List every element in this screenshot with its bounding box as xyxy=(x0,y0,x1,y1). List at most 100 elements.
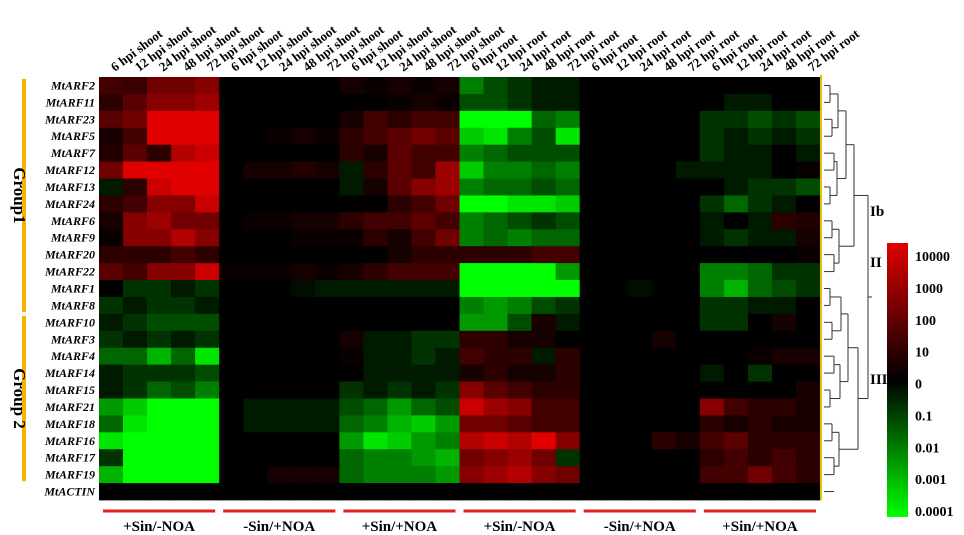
heatmap-cell xyxy=(579,195,605,213)
heatmap-cell xyxy=(147,296,172,315)
heatmap-cell xyxy=(747,381,773,399)
heatmap-cell xyxy=(603,466,629,484)
heatmap-cell xyxy=(459,330,484,349)
heatmap-cell xyxy=(771,110,797,129)
heatmap-cell xyxy=(699,415,725,433)
heatmap-cell xyxy=(627,415,653,433)
heatmap-cell xyxy=(507,313,532,332)
heatmap-cell xyxy=(747,398,773,416)
heatmap-cell xyxy=(771,347,797,366)
heatmap-cell xyxy=(363,263,388,281)
heatmap-cell xyxy=(795,483,821,501)
heatmap-cell xyxy=(603,178,629,196)
heatmap-cell xyxy=(291,195,316,213)
heatmap-cell xyxy=(579,178,605,196)
heatmap-cell xyxy=(651,195,677,213)
heatmap-cell xyxy=(267,110,292,129)
heatmap-cell xyxy=(627,110,653,129)
heatmap-cell xyxy=(195,280,220,298)
heatmap-cell xyxy=(147,161,172,179)
heatmap-cell xyxy=(435,229,460,247)
heatmap-cell xyxy=(675,77,701,95)
heatmap-cell xyxy=(747,432,773,450)
heatmap-cell xyxy=(627,432,653,450)
heatmap-cell xyxy=(315,127,340,146)
heatmap-cell xyxy=(291,93,316,112)
heatmap-cell xyxy=(531,296,557,315)
row-label: MtARF4 xyxy=(50,349,95,363)
heatmap-cell xyxy=(435,161,460,179)
heatmap-cell xyxy=(603,93,629,112)
heatmap-cell xyxy=(459,246,484,264)
heatmap-cell xyxy=(123,212,148,230)
heatmap-cell xyxy=(459,229,484,247)
heatmap-cell xyxy=(747,483,773,501)
heatmap-cell xyxy=(651,93,677,112)
row-label: MtACTIN xyxy=(43,485,96,499)
heatmap-cell xyxy=(219,178,244,196)
heatmap-cell xyxy=(99,161,124,179)
clade-label: II xyxy=(870,255,882,271)
heatmap-cell xyxy=(339,432,364,450)
heatmap-cell xyxy=(387,195,412,213)
heatmap-cell xyxy=(675,195,701,213)
heatmap-cell xyxy=(555,77,581,95)
heatmap-cell xyxy=(195,178,220,196)
heatmap-cell xyxy=(171,161,196,179)
heatmap-cell xyxy=(219,347,244,366)
heatmap-cell xyxy=(195,296,220,315)
heatmap-cell xyxy=(675,330,701,349)
heatmap-cell xyxy=(195,347,220,366)
heatmap-cell xyxy=(723,195,749,213)
heatmap-cell xyxy=(411,381,436,399)
heatmap-cell xyxy=(243,381,268,399)
heatmap-cell xyxy=(483,161,508,179)
heatmap-cell xyxy=(555,432,581,450)
heatmap-cell xyxy=(675,280,701,298)
heatmap-cell xyxy=(483,178,508,196)
heatmap-cell xyxy=(339,381,364,399)
heatmap-cell xyxy=(627,313,653,332)
heatmap-cell xyxy=(99,398,124,416)
heatmap-cell xyxy=(531,398,557,416)
heatmap-cell xyxy=(771,466,797,484)
heatmap-cell xyxy=(579,330,605,349)
heatmap-cell xyxy=(603,195,629,213)
heatmap-cell xyxy=(699,144,725,162)
heatmap-cell xyxy=(771,280,797,298)
heatmap-cell xyxy=(651,432,677,450)
heatmap-cell xyxy=(579,347,605,366)
heatmap-cell xyxy=(747,127,773,146)
heatmap-cell xyxy=(171,330,196,349)
heatmap-cell xyxy=(483,313,508,332)
heatmap-cell xyxy=(483,381,508,399)
heatmap-cell xyxy=(555,195,581,213)
heatmap-cell xyxy=(291,161,316,179)
heatmap-cell xyxy=(459,364,484,382)
heatmap-cell xyxy=(795,415,821,433)
heatmap-cell xyxy=(771,77,797,95)
heatmap-cell xyxy=(387,313,412,332)
heatmap-cell xyxy=(555,161,581,179)
heatmap-cell xyxy=(651,161,677,179)
heatmap-cell xyxy=(459,280,484,298)
heatmap-cell xyxy=(699,364,725,382)
heatmap-cell xyxy=(363,364,388,382)
heatmap-cell xyxy=(435,466,460,484)
heatmap-cell xyxy=(315,77,340,95)
heatmap-cell xyxy=(267,144,292,162)
heatmap-cell xyxy=(243,110,268,129)
group-label: Group1 xyxy=(10,167,29,223)
heatmap-cell xyxy=(123,364,148,382)
heatmap-cell xyxy=(651,296,677,315)
heatmap-cell xyxy=(699,313,725,332)
heatmap-cell xyxy=(363,449,388,467)
heatmap-cell xyxy=(771,229,797,247)
heatmap-cell xyxy=(771,398,797,416)
heatmap-cell xyxy=(771,449,797,467)
heatmap-cell xyxy=(291,280,316,298)
heatmap-cell xyxy=(747,93,773,112)
heatmap-cell xyxy=(651,364,677,382)
heatmap-cell xyxy=(267,483,292,501)
row-label: MtARF6 xyxy=(50,214,95,228)
